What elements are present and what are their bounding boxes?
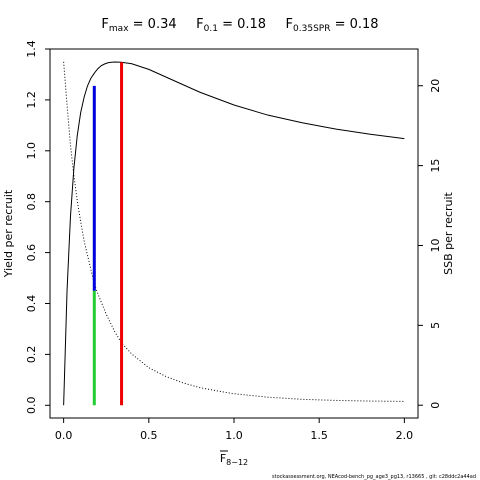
- x-tick-label: 2.0: [396, 429, 414, 442]
- title-value: = 0.18: [330, 17, 378, 32]
- y-left-tick-label: 0.0: [25, 397, 38, 415]
- title-value: = 0.18: [218, 17, 266, 32]
- yield-per-recruit-line: [63, 61, 405, 406]
- title-symbol: F: [196, 17, 203, 32]
- x-tick-label: 0.0: [55, 429, 73, 442]
- x-label-subscript: 8−12: [226, 458, 248, 467]
- plot-area: [49, 48, 419, 419]
- x-axis: 0.0 0.5 1.0 1.5 2.0: [55, 418, 413, 442]
- y-left-tick-label: 1.4: [25, 40, 38, 58]
- y-axis-left-label: Yield per recruit: [2, 189, 15, 278]
- title-subscript: 0.1: [204, 24, 218, 34]
- title-symbol: F: [286, 17, 293, 32]
- ssb-per-recruit-line: [63, 61, 405, 402]
- title-gap: [266, 17, 286, 32]
- chart-title: Fmax = 0.34 F0.1 = 0.18 F0.35SPR = 0.18: [101, 17, 378, 34]
- y-left-tick-label: 1.2: [25, 91, 38, 109]
- x-label-symbol: F: [220, 452, 226, 465]
- y-right-tick-label: 5: [429, 322, 442, 329]
- y-right-tick-label: 0: [429, 402, 442, 409]
- title-text: Fmax = 0.34 F0.1 = 0.18 F0.35SPR = 0.18: [101, 17, 378, 34]
- y-axis-right-label: SSB per recruit: [442, 191, 455, 274]
- x-tick-label: 1.0: [225, 429, 243, 442]
- title-gap: [177, 17, 197, 32]
- y-axis-left: 0.0 0.2 0.4 0.6 0.8 1.0 1.2 1.4: [25, 40, 50, 414]
- y-axis-right: 0 5 10 15 20: [418, 79, 442, 409]
- plot-frame: [49, 48, 419, 419]
- y-left-tick-label: 0.8: [25, 193, 38, 211]
- y-right-tick-label: 10: [429, 238, 442, 252]
- title-subscript: max: [109, 24, 129, 34]
- title-symbol: F: [101, 17, 108, 32]
- title-value: = 0.34: [129, 17, 177, 32]
- y-left-tick-label: 1.0: [25, 142, 38, 160]
- x-axis-label: F8−12: [220, 450, 248, 467]
- y-left-tick-label: 0.4: [25, 295, 38, 313]
- footer-text: stockassessment.org, NEAcod-bench_pg_age…: [272, 474, 476, 480]
- x-tick-label: 0.5: [140, 429, 158, 442]
- y-left-tick-label: 0.6: [25, 244, 38, 262]
- reference-lines: [92, 62, 124, 406]
- x-label-text: F8−12: [220, 452, 248, 467]
- y-left-tick-label: 0.2: [25, 346, 38, 364]
- title-subscript: 0.35SPR: [293, 24, 330, 34]
- x-tick-label: 1.5: [310, 429, 328, 442]
- y-right-tick-label: 20: [429, 79, 442, 93]
- y-right-tick-label: 15: [429, 159, 442, 173]
- series-layer: [63, 61, 405, 406]
